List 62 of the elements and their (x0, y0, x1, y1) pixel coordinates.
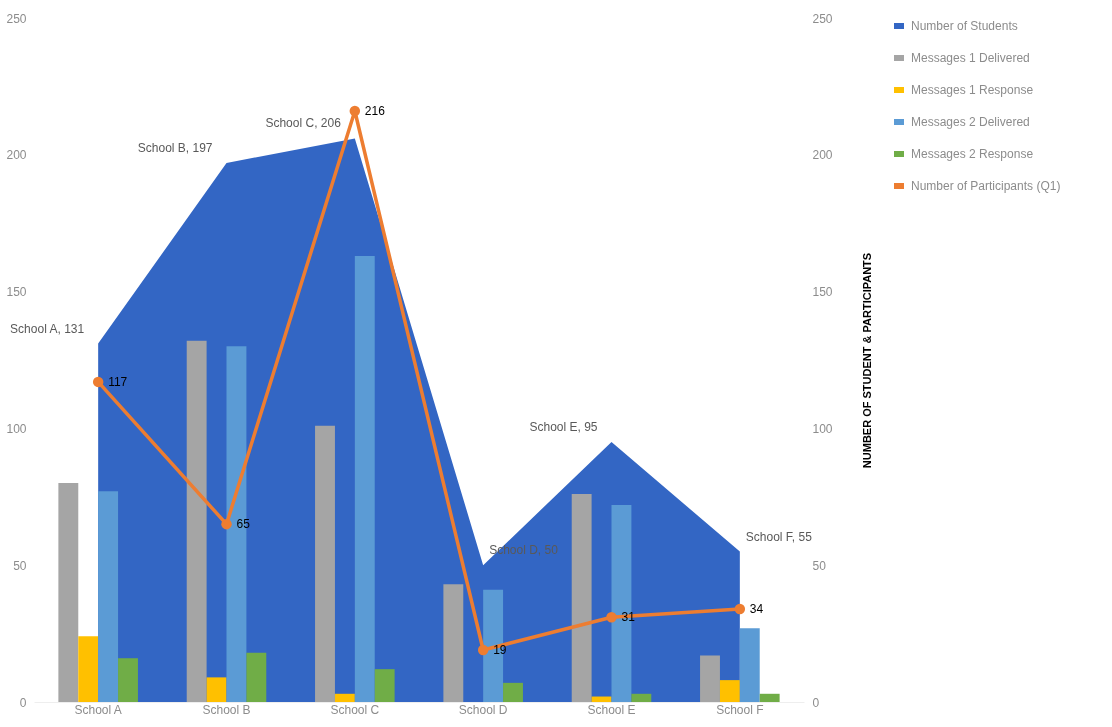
legend-label: Messages 1 Response (911, 83, 1034, 97)
x-tick-label: School D (458, 702, 508, 717)
bar (700, 655, 720, 702)
data-label: 65 (236, 517, 251, 532)
bar (719, 680, 740, 702)
bar (315, 425, 335, 702)
bar (186, 340, 207, 702)
bar (246, 652, 267, 702)
point (221, 518, 232, 530)
bar (483, 589, 504, 702)
bar (571, 494, 592, 702)
y2-tick-label: 250 (812, 11, 833, 26)
bar (503, 682, 523, 702)
data-label: School E, 95 (529, 420, 598, 435)
legend-label: Messages 1 Delivered (911, 51, 1030, 65)
point (349, 105, 361, 117)
data-label: 117 (108, 374, 128, 389)
x-tick-label: School B (202, 702, 251, 717)
bar (631, 693, 652, 702)
x-tick-label: School E (587, 702, 636, 717)
y-tick-label: 200 (6, 148, 27, 163)
x-tick-label: School F (716, 702, 764, 717)
y-tick-label: 0 (19, 695, 27, 710)
bar (374, 669, 395, 702)
y2-tick-label: 50 (812, 558, 827, 573)
x-tick-label: School A (74, 702, 122, 717)
y-tick-label: 100 (6, 421, 27, 436)
bar (354, 256, 375, 702)
bar (591, 696, 612, 702)
point (606, 611, 617, 623)
point (477, 644, 489, 656)
bar (118, 658, 138, 702)
bar (206, 677, 227, 702)
point (92, 376, 104, 388)
y-tick-label: 50 (13, 558, 27, 573)
data-label: School C, 206 (265, 116, 342, 131)
bar (759, 693, 780, 702)
data-label: School A, 131 (10, 321, 85, 336)
data-label: 19 (493, 643, 507, 658)
bar (443, 584, 464, 702)
legend-label: Number of Participants (Q1) (911, 179, 1061, 193)
y-tick-label: 150 (6, 285, 27, 300)
data-label: School B, 197 (137, 141, 213, 156)
y2-tick-label: 150 (812, 285, 833, 300)
bar (739, 628, 760, 702)
bar (58, 483, 79, 702)
y2-axis-title: NUMBER OF STUDENT & PARTICIPANTS (860, 252, 873, 469)
legend-label: Messages 2 Delivered (911, 115, 1030, 129)
point (734, 603, 746, 615)
y2-tick-label: 0 (812, 695, 820, 710)
legend-label: Messages 2 Response (911, 147, 1034, 161)
bar (98, 491, 119, 702)
data-label: 216 (364, 104, 386, 119)
bar (78, 636, 99, 702)
y-tick-label: 250 (6, 11, 27, 26)
y2-tick-label: 100 (812, 421, 833, 436)
legend-label: Number of Students (911, 19, 1018, 33)
x-tick-label: School C (330, 702, 380, 717)
y2-tick-label: 200 (812, 148, 833, 163)
data-label: School F, 55 (745, 529, 813, 544)
bar (334, 693, 355, 702)
data-label: 34 (749, 601, 764, 616)
